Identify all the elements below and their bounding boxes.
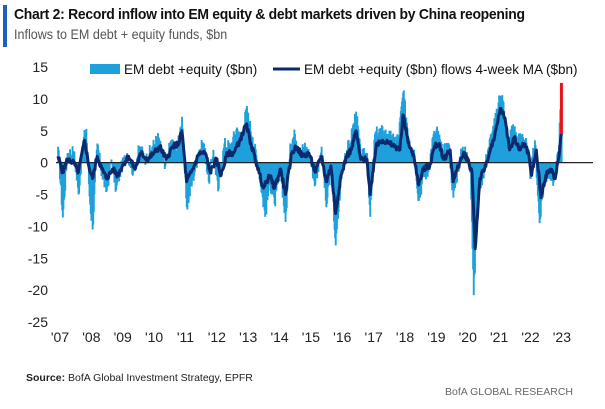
source-text: BofA Global Investment Strategy, EPFR [65,372,253,384]
weekly-flow-bar [485,154,488,163]
y-axis: 15 10 5 0 -5 -10 -15 -20 -25 [28,59,48,330]
legend-swatch-bar [90,64,120,74]
weekly-flow-bar [64,162,67,191]
title-accent-bar [3,5,7,47]
weekly-flow-bar [212,149,215,163]
y-tick-label: -10 [28,218,48,234]
chart-title: Chart 2: Record inflow into EM equity & … [14,6,525,23]
x-tick-label: '07 [51,329,69,345]
x-tick-label: '23 [553,329,571,345]
x-tick-label: '21 [490,329,508,345]
x-tick-label: '15 [302,329,320,345]
weekly-flow-bar [98,152,101,163]
y-tick-label: 5 [40,123,48,139]
weekly-flow-bar [164,162,167,167]
y-tick-label: -5 [36,187,49,203]
x-tick-label: '12 [208,329,226,345]
x-tick-label: '22 [521,329,539,345]
weekly-flow-bar [174,144,177,163]
weekly-flow-bar [121,157,124,163]
weekly-flow-bar [79,162,82,174]
weekly-flow-bar [256,159,258,163]
weekly-flow-bar [71,146,74,163]
x-tick-label: '11 [177,329,194,345]
x-tick-label: '10 [145,329,163,345]
y-tick-label: -25 [28,314,48,330]
x-axis: '07 '08 '09 '10 '11 '12 '13 '14 '15 '16 '17 '18 '19 '… [51,329,571,345]
weekly-flow-bar [123,155,126,163]
x-tick-label: '13 [239,329,257,345]
y-tick-label: 10 [32,91,48,107]
weekly-flow-bar [209,162,212,166]
x-tick-label: '20 [459,329,477,345]
weekly-flow-bars [57,82,563,296]
weekly-flow-bar [129,162,132,169]
weekly-flow-bar [73,151,76,163]
weekly-flow-bar [220,162,223,168]
x-tick-label: '08 [82,329,100,345]
weekly-flow-bar [320,146,323,163]
legend-label-bar: EM debt +equity ($bn) [124,62,257,77]
brand-label: BofA GLOBAL RESEARCH [445,386,573,398]
weekly-flow-bar [144,162,147,165]
weekly-flow-bar [555,161,558,163]
x-tick-label: '18 [396,329,414,345]
weekly-flow-bar [160,145,162,163]
y-tick-label: -15 [28,250,48,266]
x-tick-label: '14 [270,329,288,345]
y-tick-label: 0 [40,155,48,171]
weekly-flow-bar [220,162,223,174]
weekly-flow-bar [460,148,462,163]
weekly-flow-bar [128,162,130,166]
weekly-flow-bar [108,162,111,173]
y-tick-label: 15 [32,59,48,75]
weekly-flow-bar [143,159,146,163]
source-label: Source: [26,372,66,384]
ma-line [56,106,563,251]
x-tick-label: '16 [333,329,351,345]
weekly-flow-bar [317,162,320,173]
legend: EM debt +equity ($bn) EM debt +equity ($… [90,62,578,77]
weekly-flow-bar [366,153,369,163]
chart-subtitle: Inflows to EM debt + equity funds, $bn [14,27,228,42]
legend-label-line: EM debt +equity ($bn) flows 4-week MA ($… [304,62,578,77]
x-tick-label: '19 [427,329,445,345]
weekly-flow-bar [163,160,166,163]
y-tick-label: -20 [28,282,48,298]
x-tick-label: '09 [114,329,132,345]
weekly-flow-bar [110,159,113,163]
weekly-flow-bar [195,162,198,168]
weekly-flow-bar [210,159,213,163]
weekly-flow-bar [120,160,123,163]
x-tick-label: '17 [365,329,383,345]
source-note: Source: BofA Global Investment Strategy,… [26,372,253,384]
weekly-flow-bar [363,148,365,163]
